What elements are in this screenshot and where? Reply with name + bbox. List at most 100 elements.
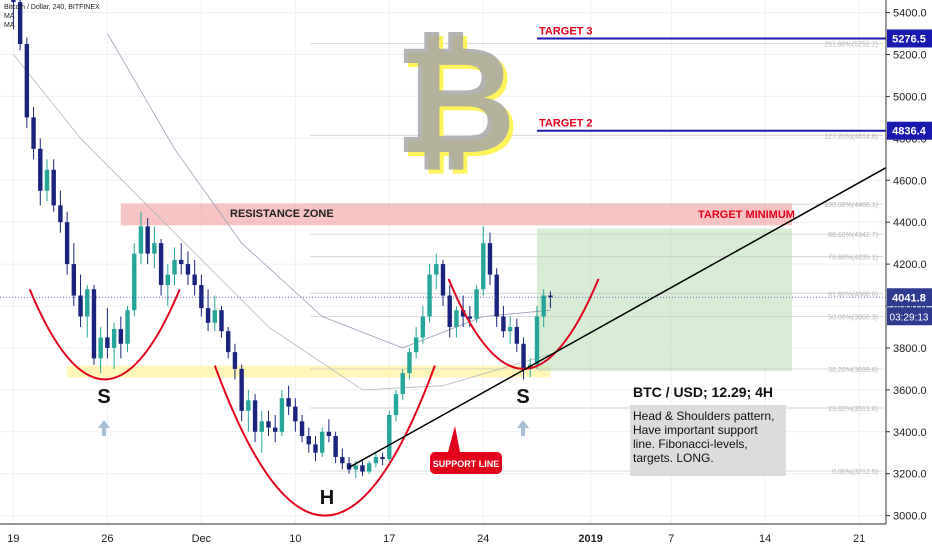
candle [487, 243, 493, 275]
candle [192, 274, 197, 286]
candle [212, 310, 217, 323]
info-body-line: Head & Shoulders pattern, [633, 409, 774, 423]
time-axis: 19 26 Dec 10 17 24 2019 7 14 21 [7, 533, 865, 545]
candle [340, 456, 345, 464]
price-tick-label: 5200.0 [893, 49, 927, 61]
resistance-zone [120, 203, 793, 226]
candle [434, 264, 439, 275]
candle [259, 421, 264, 432]
support-line [348, 167, 887, 469]
candle [279, 398, 285, 432]
time-tick-label: 24 [477, 533, 489, 545]
candle [293, 406, 298, 422]
info-body: Head & Shoulders pattern, Have important … [633, 409, 774, 465]
candle [420, 316, 426, 338]
price-tick-label: 4600.0 [893, 175, 927, 187]
head-label: H [320, 487, 334, 509]
candle [366, 463, 372, 472]
candle [380, 456, 385, 460]
candle [440, 264, 446, 296]
time-tick-label: 21 [853, 533, 865, 545]
candle [219, 310, 224, 332]
countdown-badge: 03:29:13 [890, 312, 929, 323]
candle [118, 329, 124, 344]
zones [67, 203, 793, 378]
fib-levels: 261.80%(5252.2) 127.20%(4814.6) 100.00%(44… [310, 42, 883, 476]
bitcoin-logo-icon: ₿₿ [394, 16, 520, 188]
price-tick-label: 3200.0 [893, 469, 927, 481]
price-tick-label: 4200.0 [893, 259, 927, 271]
candle [319, 431, 325, 453]
price-axis: 5400.05200.05000.04800.04600.04400.04200… [886, 8, 932, 523]
time-tick-label: Dec [192, 533, 212, 545]
candle [413, 337, 419, 353]
candle [252, 400, 258, 432]
bitcoin-logo-glyph: ₿ [394, 16, 516, 184]
candles [11, 0, 553, 478]
info-body-line: targets. LONG. [633, 451, 714, 465]
candle [158, 243, 164, 286]
candle [407, 352, 412, 374]
chart-header: Bitcoin / Dollar, 240, BITFINEX MA MA [4, 3, 100, 30]
candle [91, 289, 97, 359]
candle [132, 253, 137, 311]
price-tick-label: 3600.0 [893, 385, 927, 397]
time-tick-label: 2019 [578, 533, 602, 545]
candle [474, 289, 479, 319]
candle [393, 394, 399, 416]
candle [541, 295, 546, 317]
candle [78, 295, 83, 317]
moving-average-line [107, 33, 551, 349]
symbol-title[interactable]: Bitcoin / Dollar, 240, BITFINEX [4, 4, 100, 11]
candle [145, 226, 150, 254]
candle [138, 226, 144, 254]
candle [514, 326, 520, 344]
candle [232, 352, 238, 369]
candle [185, 264, 191, 275]
candle [501, 316, 506, 332]
candle [353, 465, 358, 470]
target2-price-badge-bg [887, 121, 932, 140]
candle [313, 444, 318, 453]
target-label: TARGET 3 [539, 25, 593, 37]
time-tick-label: 14 [759, 533, 771, 545]
candle [105, 337, 110, 348]
price-tick-label: 3400.0 [893, 427, 927, 439]
candle [387, 415, 392, 460]
candle [400, 373, 405, 395]
time-tick-label: 10 [289, 533, 301, 545]
candle [427, 274, 432, 317]
candle [346, 463, 352, 470]
candle [326, 431, 332, 436]
price-tick-label: 5400.0 [893, 8, 927, 20]
price-axis-panel[interactable] [886, 0, 932, 524]
arrow-up-icon [517, 420, 529, 436]
support-line-callout [430, 452, 502, 474]
candle [226, 331, 231, 353]
time-axis-panel[interactable] [0, 524, 932, 550]
candle [521, 343, 526, 369]
annotations: ₿₿ RESISTANCE ZONE TARGET MINIMUM S S H SUPPOR… [97, 16, 795, 509]
time-tick-label: 26 [101, 533, 113, 545]
support-line-label: SUPPORT LINE [433, 459, 500, 469]
candle [360, 465, 365, 472]
candle [548, 295, 553, 298]
candle [38, 148, 43, 191]
right-shoulder-label: S [516, 386, 529, 408]
candle [51, 169, 56, 206]
candle [494, 274, 499, 317]
fib-label: 78.60%(4235.1) [828, 255, 878, 262]
info-body-line: line. Fibonacci-levels, [633, 437, 748, 451]
countdown-badge-bg [887, 307, 932, 326]
info-box [630, 405, 786, 476]
candle [507, 326, 513, 332]
indicator-ma-1[interactable]: MA [4, 13, 15, 20]
indicator-ma-2[interactable]: MA [4, 22, 15, 29]
fib-label: 100.00%(4486.1) [824, 202, 878, 209]
candle [239, 368, 244, 411]
candle [534, 316, 540, 365]
fib-label: 0.00%(3212.5) [832, 469, 878, 476]
arrow-up-icon [98, 420, 110, 436]
candle [125, 310, 130, 344]
